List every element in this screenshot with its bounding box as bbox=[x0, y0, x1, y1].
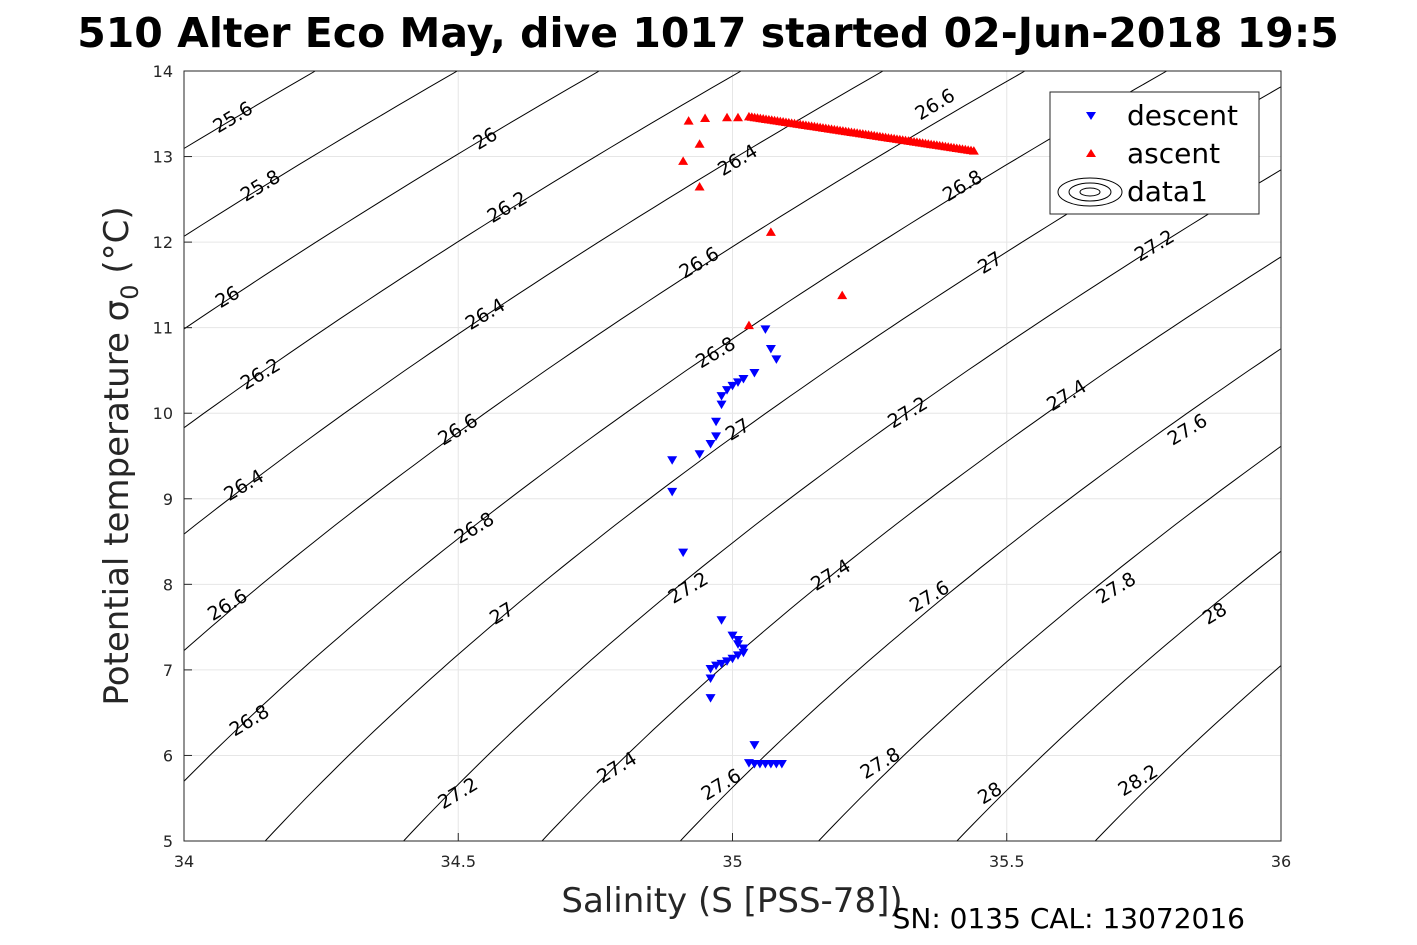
descent-point bbox=[667, 487, 678, 497]
descent-point bbox=[738, 648, 749, 658]
contour-line bbox=[956, 550, 1281, 841]
x-axis-label: Salinity (S [PSS-78]) bbox=[561, 881, 902, 921]
descent-point bbox=[705, 440, 716, 449]
density-contours bbox=[184, 71, 1281, 841]
descent-point bbox=[771, 355, 782, 364]
descent-point bbox=[749, 741, 760, 750]
contour-line bbox=[184, 71, 601, 330]
legend-ascent-label: ascent bbox=[1127, 137, 1220, 170]
descent-point bbox=[727, 631, 738, 641]
contour-line bbox=[184, 71, 885, 535]
y-tick-label: 10 bbox=[153, 404, 173, 423]
contour-line bbox=[679, 348, 1281, 841]
descent-point bbox=[705, 674, 716, 683]
descent-point bbox=[738, 644, 749, 653]
descent-point bbox=[738, 375, 749, 384]
x-tick-label: 34.5 bbox=[440, 852, 476, 871]
descent-point bbox=[716, 616, 727, 625]
ascent-point bbox=[837, 290, 848, 300]
x-tick-label: 35 bbox=[722, 852, 742, 871]
contour-line bbox=[817, 445, 1281, 841]
legend-box bbox=[1049, 91, 1260, 215]
contour-line bbox=[541, 256, 1281, 841]
ascent-point bbox=[732, 112, 743, 122]
descent-point bbox=[678, 548, 689, 558]
descent-point bbox=[732, 635, 743, 645]
x-tick-label: 35.5 bbox=[989, 852, 1025, 871]
descent-point bbox=[711, 432, 722, 441]
x-axis: 34 34.5 35 35.5 36 bbox=[174, 833, 1291, 871]
contour-line bbox=[1094, 664, 1281, 841]
descent-point bbox=[705, 694, 716, 703]
ascent-point bbox=[743, 320, 754, 330]
descent-point bbox=[716, 400, 727, 410]
contour-line bbox=[402, 169, 1281, 841]
ascent-point bbox=[694, 139, 705, 148]
legend-ascent-marker bbox=[1086, 149, 1096, 157]
legend: descent ascent data1 bbox=[1049, 91, 1260, 215]
y-axis-label-unit: (°C) bbox=[97, 206, 137, 284]
descent-point bbox=[776, 760, 787, 769]
y-axis-label-main: Potential temperature σ bbox=[97, 300, 137, 706]
descent-point bbox=[732, 640, 743, 649]
chart-title: 510 Alter Eco May, dive 1017 started 02-… bbox=[77, 9, 1339, 57]
descent-point bbox=[694, 450, 705, 459]
legend-data1-label: data1 bbox=[1127, 175, 1208, 208]
ascent-series bbox=[678, 111, 979, 330]
y-tick-label: 8 bbox=[163, 575, 173, 594]
y-axis-label-subscript: 0 bbox=[116, 284, 144, 299]
y-tick-label: 5 bbox=[163, 832, 173, 851]
descent-series bbox=[667, 325, 787, 769]
ascent-point bbox=[678, 156, 689, 165]
contour-line bbox=[184, 71, 1026, 652]
ascent-point bbox=[968, 146, 979, 155]
descent-point bbox=[711, 417, 722, 427]
descent-point bbox=[732, 378, 743, 387]
descent-point bbox=[722, 386, 733, 395]
y-tick-label: 6 bbox=[163, 746, 173, 765]
ascent-point bbox=[700, 113, 711, 123]
ascent-point bbox=[765, 227, 776, 236]
ascent-point bbox=[683, 116, 694, 125]
x-tick-label: 36 bbox=[1271, 852, 1291, 871]
footer-serial-cal: SN: 0135 CAL: 13072016 bbox=[893, 902, 1245, 935]
descent-point bbox=[667, 456, 678, 465]
y-axis-label: Potential temperature σ0 (°C) bbox=[97, 206, 144, 705]
y-tick-label: 12 bbox=[153, 233, 173, 252]
y-tick-label: 9 bbox=[163, 490, 173, 509]
ascent-point bbox=[694, 182, 705, 191]
descent-point bbox=[705, 665, 716, 674]
legend-descent-label: descent bbox=[1127, 99, 1238, 132]
y-tick-label: 11 bbox=[153, 319, 173, 338]
y-tick-label: 14 bbox=[153, 62, 173, 81]
descent-point bbox=[760, 325, 771, 334]
contour-line bbox=[184, 71, 1168, 782]
contour-line bbox=[184, 71, 459, 237]
contour-line bbox=[184, 71, 743, 429]
x-tick-label: 34 bbox=[174, 852, 194, 871]
descent-point bbox=[749, 369, 760, 378]
descent-point bbox=[711, 661, 722, 671]
descent-point bbox=[727, 654, 738, 664]
y-axis: 5 6 7 8 9 10 11 12 13 14 bbox=[153, 62, 192, 851]
descent-point bbox=[722, 657, 733, 666]
descent-point bbox=[716, 392, 727, 401]
legend-descent-marker bbox=[1086, 112, 1096, 120]
descent-point bbox=[732, 651, 743, 660]
y-tick-label: 13 bbox=[153, 148, 173, 167]
descent-point bbox=[727, 381, 738, 391]
descent-point bbox=[765, 345, 776, 354]
ascent-point bbox=[722, 112, 733, 122]
legend-contour-icon bbox=[1057, 177, 1123, 207]
y-tick-label: 7 bbox=[163, 661, 173, 680]
